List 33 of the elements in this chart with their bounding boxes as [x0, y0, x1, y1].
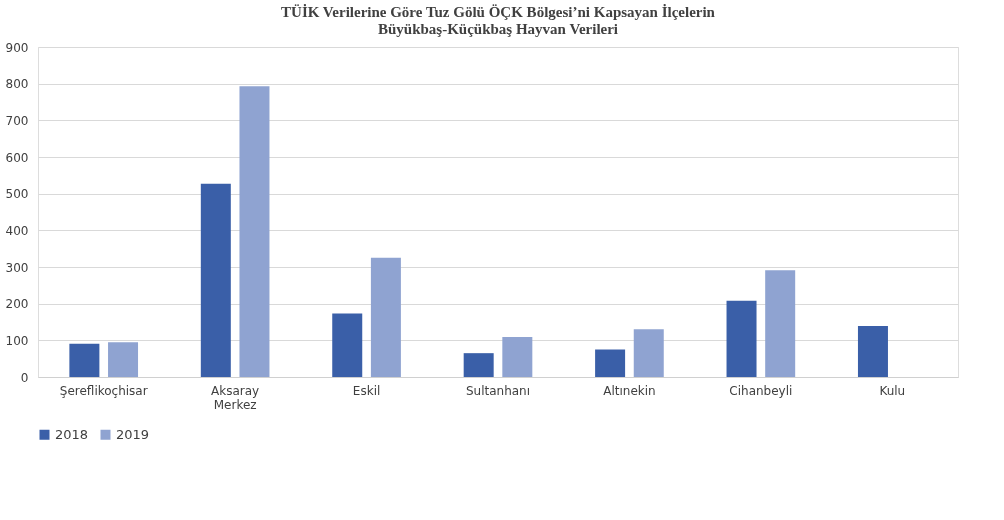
chart-title: TÜİK Verilerine Göre Tuz Gölü ÖÇK Bölgesi’ni Kapsayan İlçelerin Büyükbaş-Küçükbaş Hayvan Verileri: [281, 4, 716, 37]
bar: [108, 342, 139, 377]
y-tick-label: 700: [5, 113, 29, 128]
bar: [857, 326, 888, 377]
bar: [633, 329, 664, 377]
y-tick-label: 100: [5, 333, 29, 348]
bar: [239, 86, 270, 377]
legend-label: 2019: [116, 426, 150, 442]
x-tick-label: Cihanbeyli: [729, 383, 793, 398]
x-tick-label: Altınekin: [603, 383, 656, 398]
x-tick-label: Şereflikoçhisar: [59, 383, 148, 398]
bar: [502, 337, 533, 377]
y-tick-label: 400: [5, 223, 29, 238]
y-tick-label: 500: [5, 187, 29, 202]
bar: [332, 313, 363, 377]
y-tick-label: 200: [5, 297, 29, 312]
y-tick-label: 800: [5, 77, 29, 92]
x-tick-label: Aksaray Merkez: [211, 383, 260, 412]
legend-label: 2018: [55, 426, 89, 442]
bar: [200, 183, 231, 377]
bar: [595, 349, 626, 377]
bar: [370, 257, 401, 377]
x-tick-label: Eskil: [352, 383, 381, 398]
bar: [463, 353, 494, 377]
bar: [69, 343, 100, 377]
bar: [765, 270, 796, 377]
y-tick-label: 0: [20, 370, 29, 385]
bar: [726, 300, 757, 377]
x-tick-label: Sultanhanı: [465, 383, 531, 398]
y-tick-label: 900: [5, 40, 29, 55]
y-tick-label: 300: [5, 260, 29, 275]
x-tick-label: Kulu: [879, 383, 906, 398]
y-tick-label: 600: [5, 150, 29, 165]
